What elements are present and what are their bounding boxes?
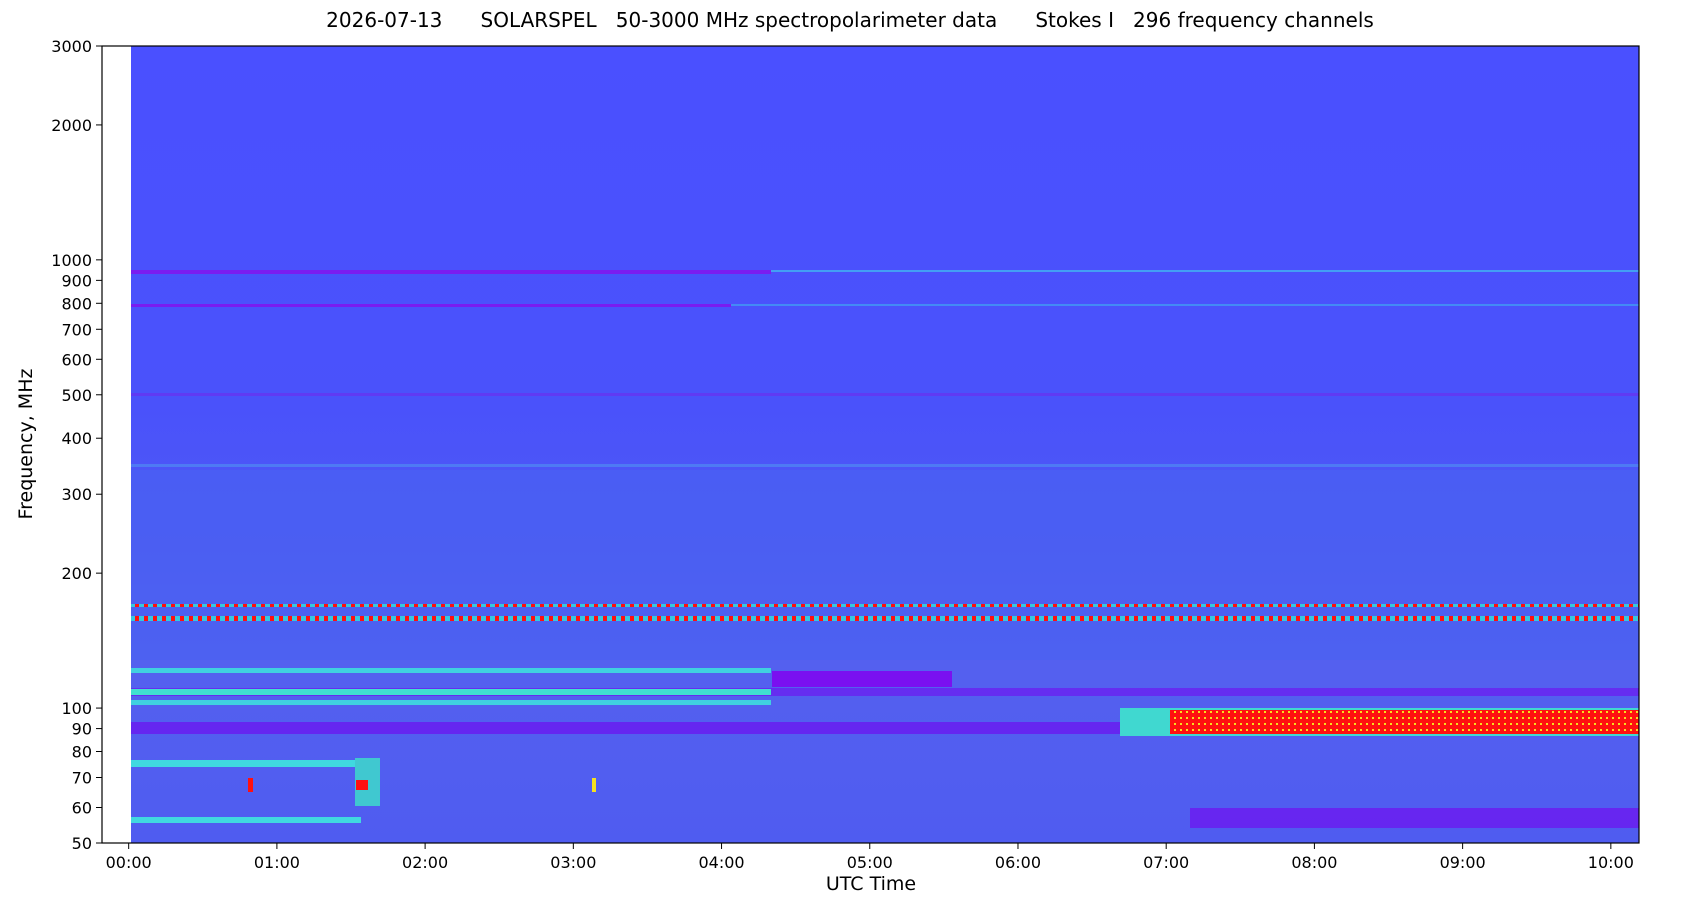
- spectrogram-band: [131, 604, 1639, 607]
- spectrogram-burst: [592, 778, 596, 792]
- y-tick-label: 200: [61, 564, 92, 583]
- y-axis-label: Frequency, MHz: [15, 369, 37, 520]
- x-tick-label: 10:00: [1588, 853, 1634, 872]
- y-tick-label: 700: [61, 320, 92, 339]
- spectrogram-burst: [248, 778, 253, 792]
- x-axis-label: UTC Time: [826, 873, 916, 895]
- spectrogram-band: [131, 817, 361, 823]
- spectrogram-band: [731, 304, 1639, 306]
- y-tick-label: 2000: [51, 116, 92, 135]
- y-tick-label: 900: [61, 271, 92, 290]
- x-tick-label: 00:00: [106, 853, 152, 872]
- y-tick-label: 90: [72, 720, 92, 739]
- x-tick-label: 09:00: [1440, 853, 1486, 872]
- y-tick-label: 300: [61, 485, 92, 504]
- x-tick-label: 07:00: [1143, 853, 1189, 872]
- spectrogram-band: [131, 464, 1639, 467]
- x-tick-label: 05:00: [847, 853, 893, 872]
- spectrogram-band: [131, 470, 1639, 660]
- spectrogram-band: [131, 700, 771, 705]
- x-tick-label: 04:00: [698, 853, 744, 872]
- x-tick-label: 01:00: [254, 853, 300, 872]
- y-tick-label: 1000: [51, 251, 92, 270]
- y-tick-label: 60: [72, 799, 92, 818]
- y-tick-label: 50: [72, 834, 92, 853]
- x-tick-label: 02:00: [402, 853, 448, 872]
- spectrogram: [131, 46, 1639, 843]
- x-tick-label: 03:00: [550, 853, 596, 872]
- spectrogram-band: [131, 760, 361, 767]
- y-tick-label: 70: [72, 769, 92, 788]
- spectrogram-band: [131, 393, 1639, 396]
- y-tick-label: 80: [72, 743, 92, 762]
- y-tick-label: 500: [61, 386, 92, 405]
- spectrogram-band: [131, 270, 771, 274]
- spectrogram-burst: [1170, 710, 1639, 734]
- chart-title: 2026-07-13 SOLARSPEL 50-3000 MHz spectro…: [326, 8, 1374, 32]
- spectrogram-burst: [356, 780, 368, 790]
- y-tick-label: 3000: [51, 37, 92, 56]
- x-tick-label: 08:00: [1291, 853, 1337, 872]
- plot-frame: [101, 45, 1640, 844]
- spectrogram-band: [131, 689, 771, 695]
- spectrogram-band: [771, 270, 1639, 272]
- spectrogram-band: [131, 304, 731, 307]
- x-tick-label: 06:00: [995, 853, 1041, 872]
- y-tick-label: 100: [61, 699, 92, 718]
- y-tick-label: 400: [61, 429, 92, 448]
- spectrogram-band: [1190, 808, 1639, 828]
- spectrogram-band: [772, 671, 952, 687]
- spectrogram-band: [131, 616, 1639, 621]
- y-tick-label: 600: [61, 350, 92, 369]
- spectrogram-band: [131, 688, 1639, 696]
- spectrogram-band: [131, 668, 771, 673]
- y-tick-label: 800: [61, 294, 92, 313]
